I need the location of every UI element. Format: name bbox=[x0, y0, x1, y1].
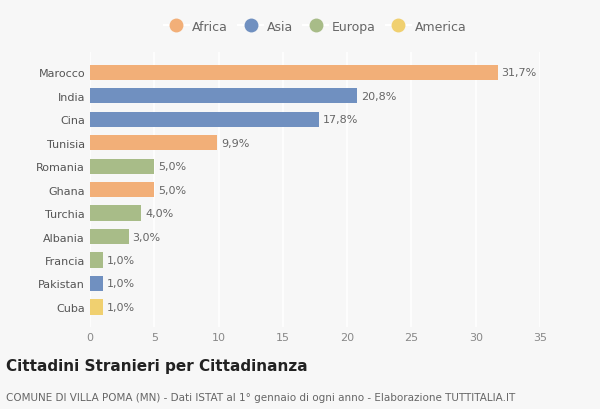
Bar bbox=[90, 276, 103, 291]
Text: Cittadini Stranieri per Cittadinanza: Cittadini Stranieri per Cittadinanza bbox=[6, 358, 308, 373]
Text: 5,0%: 5,0% bbox=[158, 185, 186, 195]
Bar bbox=[90, 253, 103, 268]
Text: 3,0%: 3,0% bbox=[133, 232, 161, 242]
Bar bbox=[90, 182, 154, 198]
Text: 31,7%: 31,7% bbox=[502, 68, 536, 78]
Bar bbox=[90, 89, 358, 104]
Bar bbox=[90, 136, 217, 151]
Text: 5,0%: 5,0% bbox=[158, 162, 186, 172]
Legend: Africa, Asia, Europa, America: Africa, Asia, Europa, America bbox=[158, 16, 472, 38]
Text: 1,0%: 1,0% bbox=[107, 279, 135, 289]
Bar bbox=[90, 299, 103, 315]
Text: COMUNE DI VILLA POMA (MN) - Dati ISTAT al 1° gennaio di ogni anno - Elaborazione: COMUNE DI VILLA POMA (MN) - Dati ISTAT a… bbox=[6, 392, 515, 402]
Bar bbox=[90, 206, 142, 221]
Bar bbox=[90, 229, 128, 245]
Text: 1,0%: 1,0% bbox=[107, 255, 135, 265]
Text: 9,9%: 9,9% bbox=[221, 138, 250, 148]
Text: 4,0%: 4,0% bbox=[145, 209, 173, 218]
Bar bbox=[90, 65, 497, 81]
Text: 20,8%: 20,8% bbox=[361, 92, 397, 101]
Text: 17,8%: 17,8% bbox=[323, 115, 358, 125]
Bar bbox=[90, 112, 319, 128]
Bar bbox=[90, 159, 154, 174]
Text: 1,0%: 1,0% bbox=[107, 302, 135, 312]
